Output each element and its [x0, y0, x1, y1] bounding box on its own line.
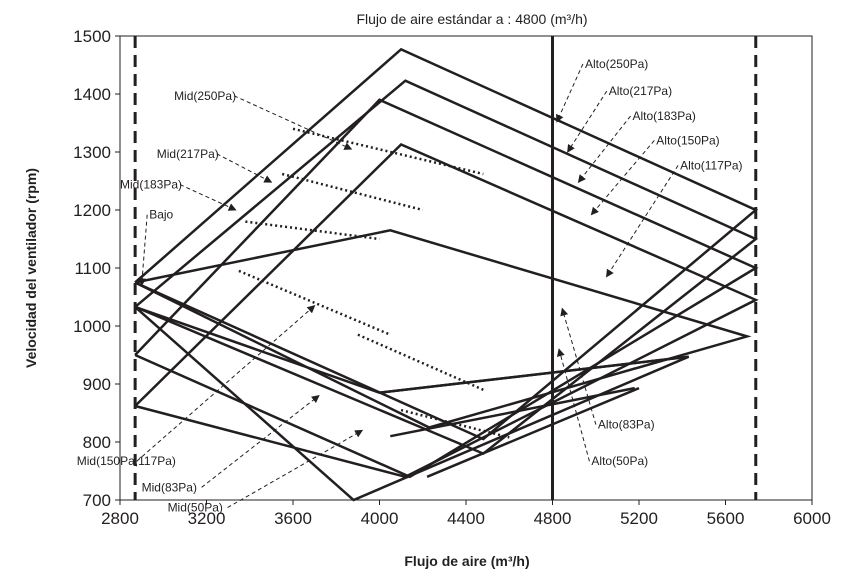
- y-tick-label: 900: [83, 375, 111, 394]
- limit-line: [426, 386, 640, 478]
- x-axis-label: Flujo de aire (m³/h): [404, 553, 529, 569]
- annotation-arrow: [556, 63, 584, 123]
- annotation-layer: Alto(250Pa) Alto(217Pa) Alto(183Pa) Alto(15…: [77, 57, 743, 515]
- annotation-arrow: [556, 348, 590, 462]
- annotation-label: Alto(150Pa): [656, 133, 719, 147]
- limit-line: [390, 386, 635, 438]
- annotation-label: Alto(250Pa): [585, 57, 648, 71]
- x-tick-label: 5200: [620, 509, 658, 528]
- annotation-arrow: [590, 140, 655, 216]
- envelope-line: [134, 143, 759, 479]
- chart-title: Flujo de aire estándar a : 4800 (m³/h): [356, 11, 587, 27]
- mid-dotted-line: [400, 408, 510, 439]
- mid-dotted-line: [357, 333, 484, 391]
- y-tick-label: 800: [83, 433, 111, 452]
- reference-lines: [133, 36, 758, 500]
- annotation-arrow: [227, 429, 364, 509]
- annotation-label: Mid(50Pa): [168, 501, 223, 515]
- y-tick-label: 1300: [73, 143, 111, 162]
- x-tick-label: 4400: [447, 509, 485, 528]
- x-tick-label: 4000: [361, 509, 399, 528]
- envelope-lines: [134, 47, 759, 502]
- annotation-label: Alto(117Pa): [680, 158, 742, 172]
- annotation-label: Alto(50Pa): [591, 454, 648, 468]
- annotation-label: Mid(150Pa,117Pa): [77, 454, 176, 468]
- envelope-line: [134, 79, 759, 456]
- annotation-arrow: [216, 153, 273, 183]
- y-tick-label: 1200: [73, 201, 111, 220]
- annotation-arrow: [567, 90, 608, 153]
- x-tick-label: 6000: [793, 509, 831, 528]
- y-tick-label: 1500: [73, 27, 111, 46]
- y-axis-label: Velocidad del ventilador (rpm): [23, 168, 39, 368]
- annotation-arrow: [138, 214, 148, 287]
- annotation-arrow: [136, 305, 316, 462]
- annotation-arrow: [201, 394, 320, 488]
- annotation-label: Alto(83Pa): [598, 418, 655, 432]
- annotation-arrow: [560, 307, 597, 425]
- annotation-arrow: [577, 115, 631, 183]
- annotation-label: Alto(217Pa): [609, 84, 672, 98]
- annotation-label: Bajo: [149, 208, 173, 222]
- y-tick-label: 1100: [74, 259, 111, 278]
- mid-dotted-line: [238, 269, 391, 336]
- annotation-label: Mid(183Pa): [120, 178, 182, 192]
- y-tick-label: 700: [83, 491, 111, 510]
- envelope-line: [134, 229, 752, 429]
- y-tick-label: 1000: [73, 317, 111, 336]
- mid-dotted-line: [281, 172, 424, 212]
- x-axis-ticks: 2800 3200 3600 4000 4400 4800 5200 5600 6000: [101, 500, 831, 528]
- annotation-label: Mid(250Pa): [174, 89, 236, 103]
- annotation-label: Mid(83Pa): [142, 480, 197, 494]
- x-tick-label: 5600: [707, 509, 745, 528]
- annotation-arrow: [179, 184, 237, 211]
- x-tick-label: 3600: [274, 509, 312, 528]
- annotation-arrow: [606, 165, 679, 278]
- annotation-label: Alto(183Pa): [633, 109, 696, 123]
- x-tick-label: 2800: [101, 509, 139, 528]
- annotation-arrow: [233, 95, 353, 150]
- y-axis-ticks: 700 800 900 1000 1100 1200 1300 1400 1500: [73, 27, 120, 510]
- y-tick-label: 1400: [73, 85, 111, 104]
- x-tick-label: 4800: [534, 509, 572, 528]
- annotation-label: Mid(217Pa): [157, 147, 219, 161]
- limit-line: [379, 355, 689, 394]
- x-tick-label: 3200: [188, 509, 226, 528]
